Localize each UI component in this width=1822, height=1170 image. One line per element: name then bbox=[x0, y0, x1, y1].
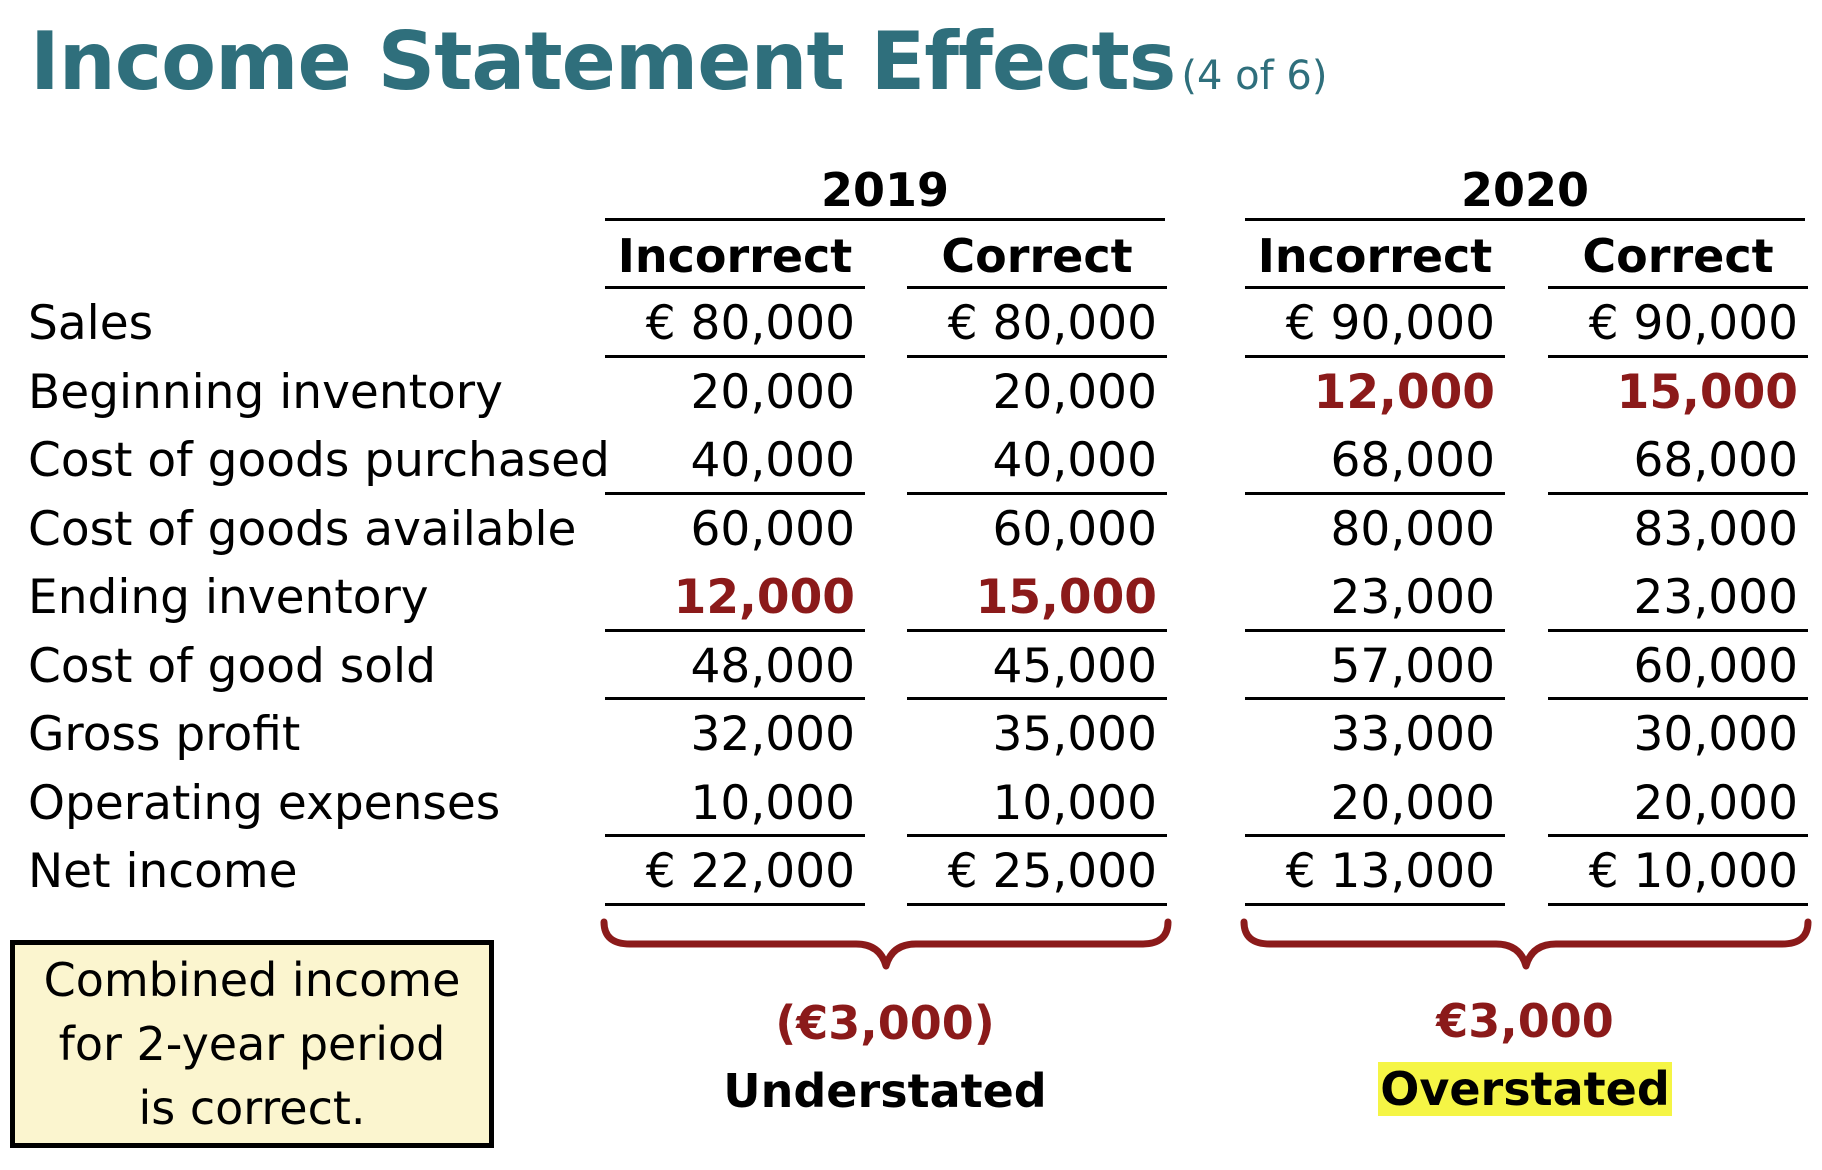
cell-rule bbox=[907, 354, 1167, 358]
col-2019-incorrect-header: Incorrect bbox=[617, 229, 853, 283]
cell-rule bbox=[1245, 697, 1505, 700]
cell-2020-incorrect: 80,000 bbox=[1330, 501, 1495, 557]
cell-2019-incorrect: 40,000 bbox=[690, 433, 855, 488]
cell-rule bbox=[1245, 354, 1505, 358]
brace-2020-icon bbox=[1240, 918, 1812, 970]
year-2019-header: 2019 bbox=[820, 163, 950, 217]
row-label: Net income bbox=[28, 844, 298, 899]
cell-rule bbox=[1245, 902, 1505, 906]
row-label: Cost of goods purchased bbox=[28, 433, 610, 488]
year-2019-rule bbox=[605, 218, 1165, 221]
row-label: Sales bbox=[28, 296, 154, 351]
cell-2019-incorrect: € 80,000 bbox=[645, 296, 855, 351]
cell-2020-correct: 68,000 bbox=[1633, 433, 1798, 488]
cell-2019-incorrect: 10,000 bbox=[690, 775, 855, 831]
cell-2020-correct: 83,000 bbox=[1633, 501, 1798, 557]
year-2020-header: 2020 bbox=[1460, 163, 1590, 217]
cell-2019-correct: 45,000 bbox=[992, 638, 1157, 694]
note-box: Combined income for 2-year period is cor… bbox=[10, 940, 494, 1148]
cell-rule bbox=[907, 628, 1167, 632]
cell-2020-correct: 20,000 bbox=[1633, 775, 1798, 831]
cell-2020-incorrect: € 13,000 bbox=[1285, 844, 1495, 899]
cell-2020-correct: 23,000 bbox=[1633, 570, 1798, 625]
cell-rule bbox=[1548, 354, 1808, 358]
cell-2020-incorrect: 68,000 bbox=[1330, 433, 1495, 488]
cell-2020-incorrect: 23,000 bbox=[1330, 570, 1495, 625]
cell-rule bbox=[907, 697, 1167, 700]
result-2020-amount: €3,000 bbox=[1436, 994, 1614, 1048]
cell-rule bbox=[605, 354, 865, 358]
cell-2020-incorrect: 12,000 bbox=[1313, 364, 1495, 420]
cell-2019-incorrect: 32,000 bbox=[690, 707, 855, 762]
col-2020-incorrect-header: Incorrect bbox=[1257, 229, 1493, 283]
row-label: Gross profit bbox=[28, 707, 301, 762]
col-header-rule bbox=[907, 286, 1167, 289]
col-header-rule bbox=[605, 286, 865, 289]
cell-2019-correct: 20,000 bbox=[992, 364, 1157, 420]
title-subtitle: (4 of 6) bbox=[1181, 53, 1328, 99]
cell-2019-correct: 40,000 bbox=[992, 433, 1157, 488]
cell-2020-incorrect: 20,000 bbox=[1330, 775, 1495, 831]
cell-2020-correct: 30,000 bbox=[1633, 707, 1798, 762]
cell-rule bbox=[1548, 902, 1808, 906]
cell-rule bbox=[1548, 491, 1808, 495]
cell-2020-incorrect: 33,000 bbox=[1330, 707, 1495, 762]
cell-2019-incorrect: 48,000 bbox=[690, 638, 855, 694]
cell-2019-correct: 15,000 bbox=[975, 570, 1157, 625]
cell-rule bbox=[1548, 628, 1808, 632]
row-label: Ending inventory bbox=[28, 570, 429, 625]
cell-2019-correct: € 25,000 bbox=[947, 844, 1157, 899]
cell-2020-correct: € 10,000 bbox=[1588, 844, 1798, 899]
cell-2019-correct: € 80,000 bbox=[947, 296, 1157, 351]
page-title: Income Statement Effects (4 of 6) bbox=[30, 14, 1327, 110]
cell-rule bbox=[605, 628, 865, 632]
cell-2020-incorrect: € 90,000 bbox=[1285, 296, 1495, 351]
cell-rule bbox=[605, 491, 865, 495]
cell-rule bbox=[907, 491, 1167, 495]
cell-2019-incorrect: 12,000 bbox=[673, 570, 855, 625]
note-text: Combined income for 2-year period is cor… bbox=[43, 953, 461, 1135]
cell-rule bbox=[1245, 834, 1505, 837]
cell-rule bbox=[907, 834, 1167, 837]
result-2020-status: Overstated bbox=[1378, 1062, 1672, 1116]
cell-2019-correct: 10,000 bbox=[992, 775, 1157, 831]
cell-rule bbox=[1548, 834, 1808, 837]
result-2020-status-wrap: Overstated bbox=[1245, 1058, 1805, 1120]
cell-2019-incorrect: 60,000 bbox=[690, 501, 855, 557]
cell-2019-incorrect: € 22,000 bbox=[645, 844, 855, 899]
cell-2020-correct: 15,000 bbox=[1616, 364, 1798, 420]
col-2020-correct-header: Correct bbox=[1582, 229, 1774, 283]
brace-2019-icon bbox=[600, 918, 1172, 970]
cell-2020-incorrect: 57,000 bbox=[1330, 638, 1495, 694]
row-label: Cost of goods available bbox=[28, 501, 577, 557]
cell-2020-correct: € 90,000 bbox=[1588, 296, 1798, 351]
cell-rule bbox=[1245, 628, 1505, 632]
cell-rule bbox=[1548, 697, 1808, 700]
col-header-rule bbox=[1548, 286, 1808, 289]
cell-2019-correct: 35,000 bbox=[992, 707, 1157, 762]
row-label: Operating expenses bbox=[28, 775, 501, 831]
col-header-rule bbox=[1245, 286, 1505, 289]
col-2019-correct-header: Correct bbox=[941, 229, 1133, 283]
cell-2019-correct: 60,000 bbox=[992, 501, 1157, 557]
row-label: Cost of good sold bbox=[28, 638, 436, 694]
cell-rule bbox=[605, 902, 865, 906]
cell-2020-correct: 60,000 bbox=[1633, 638, 1798, 694]
result-2019-status: Understated bbox=[723, 1064, 1047, 1118]
row-label: Beginning inventory bbox=[28, 364, 503, 420]
cell-rule bbox=[605, 697, 865, 700]
cell-rule bbox=[605, 834, 865, 837]
cell-rule bbox=[1245, 491, 1505, 495]
title-text: Income Statement Effects bbox=[30, 15, 1176, 108]
result-2019-amount: (€3,000) bbox=[775, 996, 995, 1050]
year-2020-rule bbox=[1245, 218, 1805, 221]
cell-rule bbox=[907, 902, 1167, 906]
cell-2019-incorrect: 20,000 bbox=[690, 364, 855, 420]
